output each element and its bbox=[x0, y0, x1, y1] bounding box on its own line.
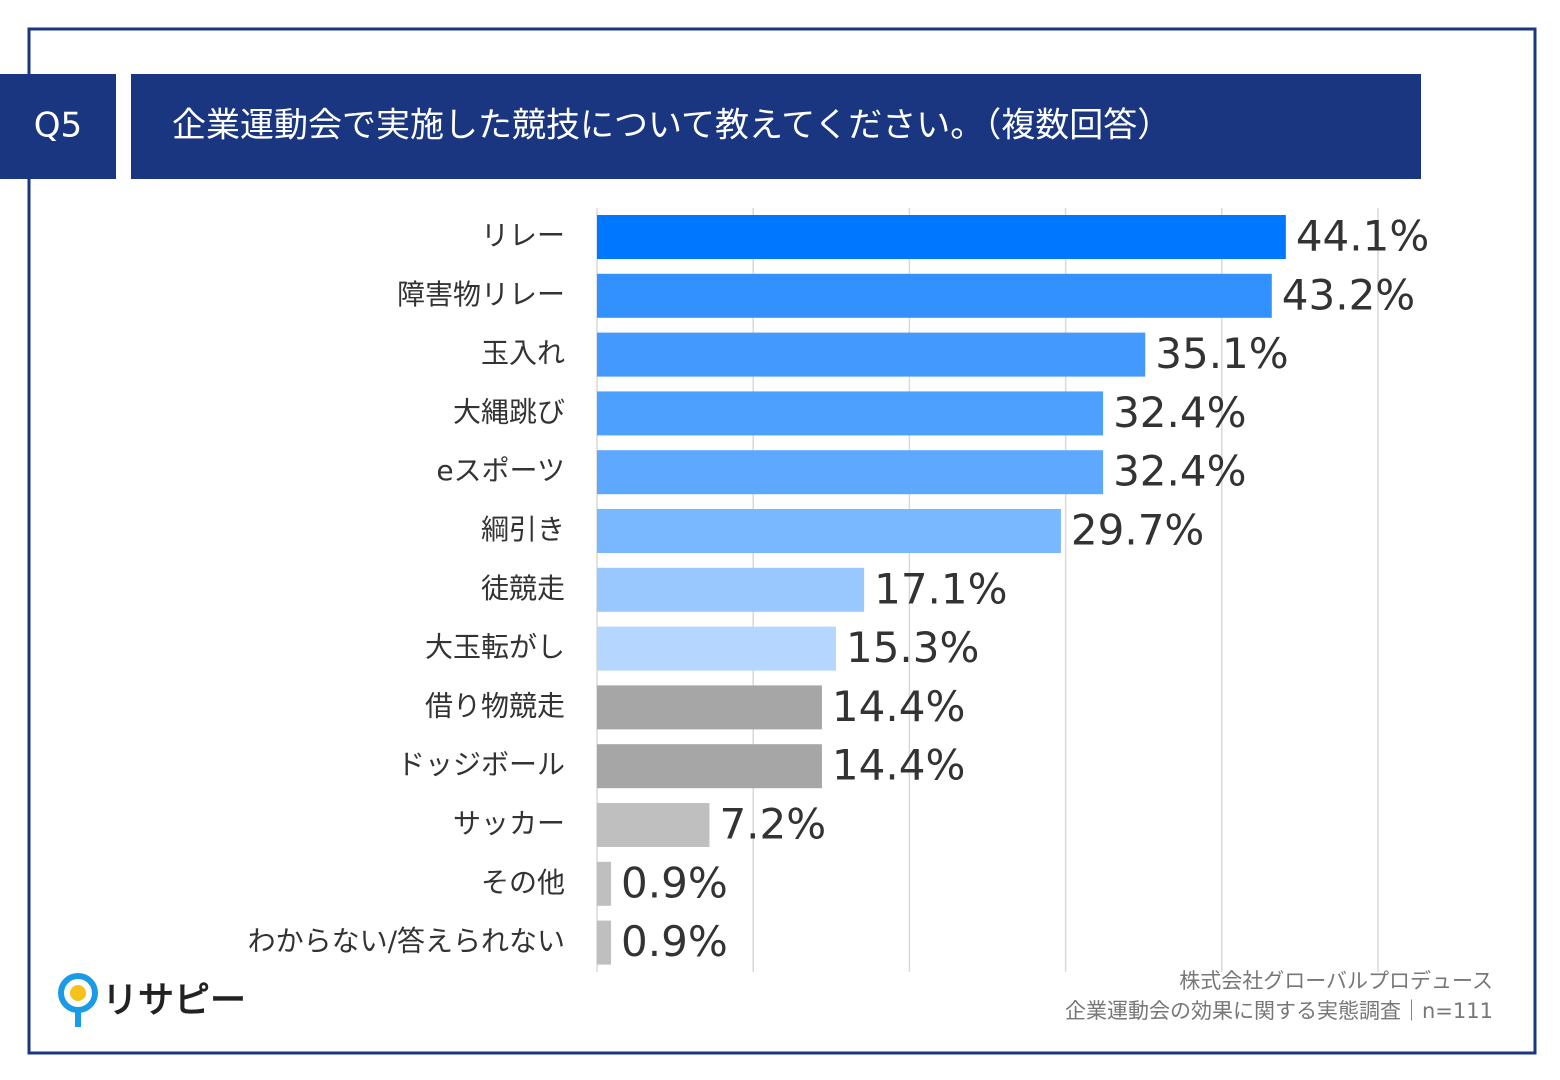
footer-company: 株式会社グローバルプロデュース bbox=[1179, 969, 1493, 993]
bar bbox=[597, 803, 710, 847]
value-label: 14.4% bbox=[832, 741, 965, 790]
bar bbox=[597, 685, 822, 730]
y-tick-label: eスポーツ bbox=[436, 454, 565, 487]
bar bbox=[597, 391, 1104, 436]
y-tick-label: 借り物競走 bbox=[425, 689, 565, 722]
value-label: 43.2% bbox=[1282, 270, 1415, 319]
value-label: 29.7% bbox=[1071, 506, 1204, 555]
logo-icon-center bbox=[70, 985, 86, 1001]
y-tick-label: ドッジボール bbox=[397, 748, 565, 781]
bar bbox=[597, 861, 612, 906]
value-label: 17.1% bbox=[874, 564, 1007, 613]
y-tick-label: 障害物リレー bbox=[397, 278, 565, 311]
bar bbox=[597, 744, 822, 789]
bar bbox=[597, 332, 1146, 377]
value-label: 0.9% bbox=[621, 858, 728, 907]
y-tick-label: サッカー bbox=[453, 807, 565, 840]
y-tick-label: その他 bbox=[481, 866, 565, 899]
bar bbox=[597, 920, 612, 965]
value-label: 44.1% bbox=[1296, 212, 1429, 261]
value-label: 0.9% bbox=[621, 917, 728, 966]
bar bbox=[597, 509, 1061, 553]
y-tick-label: 大縄跳び bbox=[453, 395, 565, 428]
bar bbox=[597, 567, 865, 612]
footer-survey: 企業運動会の効果に関する実態調査｜n=111 bbox=[1065, 999, 1493, 1023]
value-label: 32.4% bbox=[1113, 447, 1246, 496]
value-label: 32.4% bbox=[1113, 388, 1246, 437]
bar bbox=[597, 215, 1286, 259]
frame bbox=[27, 27, 1537, 1055]
bar bbox=[597, 450, 1104, 495]
chart-title: 企業運動会で実施した競技について教えてください。（複数回答） bbox=[172, 106, 1171, 146]
y-tick-label: 徒競走 bbox=[481, 572, 565, 605]
bar bbox=[597, 273, 1272, 318]
value-label: 14.4% bbox=[832, 682, 965, 731]
bar bbox=[597, 626, 836, 671]
y-tick-label: 綱引き bbox=[481, 513, 565, 546]
value-label: 15.3% bbox=[846, 623, 979, 672]
y-tick-label: 大玉転がし bbox=[425, 631, 565, 664]
question-box bbox=[0, 74, 116, 179]
logo-text: リサピー bbox=[102, 980, 246, 1021]
title-box bbox=[131, 74, 1421, 179]
question-label: Q5 bbox=[34, 106, 82, 146]
y-tick-label: リレー bbox=[481, 219, 565, 252]
y-tick-label: わからない/答えられない bbox=[248, 925, 565, 958]
logo: リサピー bbox=[58, 973, 246, 1027]
value-label: 35.1% bbox=[1155, 329, 1288, 378]
value-label: 7.2% bbox=[719, 800, 826, 849]
y-tick-label: 玉入れ bbox=[481, 337, 565, 370]
